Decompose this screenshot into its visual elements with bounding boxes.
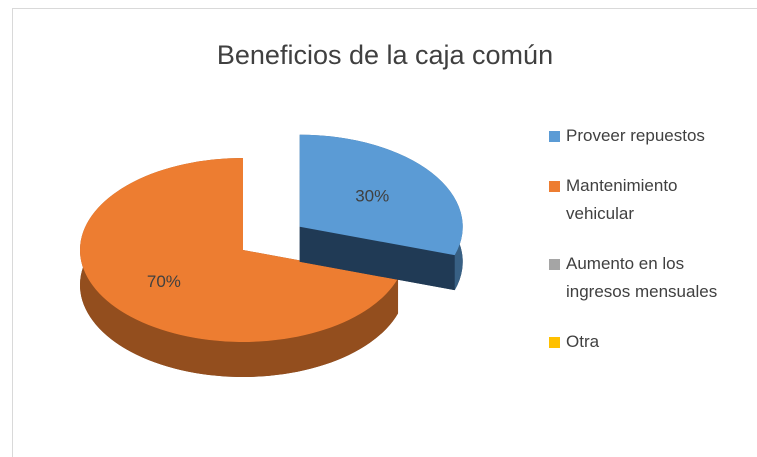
data-label: 30%	[355, 186, 389, 205]
legend-swatch	[549, 181, 560, 192]
slice-top	[80, 158, 399, 342]
legend-label: Otra	[566, 332, 600, 351]
legend-label: Mantenimiento vehicular	[566, 176, 678, 223]
legend-item: Proveer repuestos	[549, 122, 746, 150]
chart-title: Beneficios de la caja común	[217, 40, 553, 70]
slice	[79, 158, 399, 377]
legend-label: Aumento en los ingresos mensuales	[566, 254, 718, 301]
legend-item: Otra	[549, 328, 746, 356]
legend: Proveer repuestos Mantenimiento vehicular…	[549, 122, 749, 378]
legend-item: Mantenimiento vehicular	[549, 172, 746, 228]
chart-border	[12, 8, 757, 457]
legend-label: Proveer repuestos	[566, 126, 705, 145]
legend-swatch	[549, 259, 560, 270]
slice-wall	[299, 226, 455, 291]
legend-swatch	[549, 337, 560, 348]
legend-item: Aumento en los ingresos mensuales	[549, 250, 746, 306]
data-label: 70%	[147, 272, 181, 291]
legend-swatch	[549, 131, 560, 142]
slice-top	[299, 134, 463, 256]
slice	[299, 134, 463, 291]
